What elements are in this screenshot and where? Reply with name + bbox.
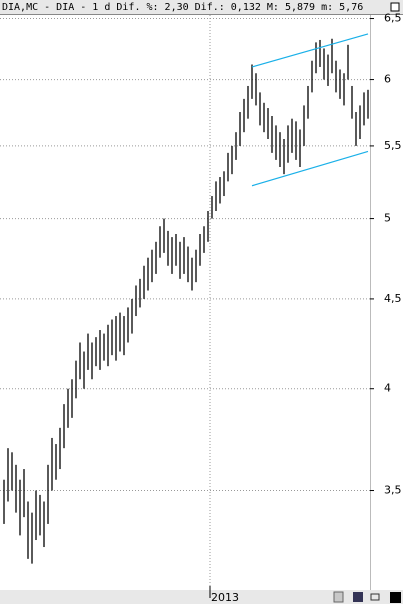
color-button[interactable] <box>390 592 401 603</box>
tool-button[interactable] <box>333 591 344 603</box>
x-tick-label: 2013 <box>211 591 239 604</box>
header-bar <box>0 0 403 14</box>
y-tick-label: 4 <box>384 382 391 395</box>
y-tick-label: 6 <box>384 73 391 86</box>
save-button[interactable] <box>353 592 363 602</box>
toolbar <box>333 591 401 603</box>
y-tick-label: 3,5 <box>384 484 402 497</box>
pin-button[interactable] <box>370 593 380 601</box>
y-tick-label: 6,5 <box>384 12 402 25</box>
y-tick-label: 5 <box>384 212 391 225</box>
window-button[interactable] <box>390 2 400 12</box>
footer-bar <box>0 590 403 604</box>
plot-area: 3,5 4 4,5 5 5,5 6 6,5 <box>0 12 402 590</box>
chart-title: DIA,MC - DIA - 1 d Dif. %: 2,30 Dif.: 0,… <box>2 2 363 13</box>
trend-line <box>251 33 369 68</box>
trend-line <box>251 150 369 187</box>
y-tick-label: 4,5 <box>384 292 402 305</box>
y-tick-label: 5,5 <box>384 139 402 152</box>
